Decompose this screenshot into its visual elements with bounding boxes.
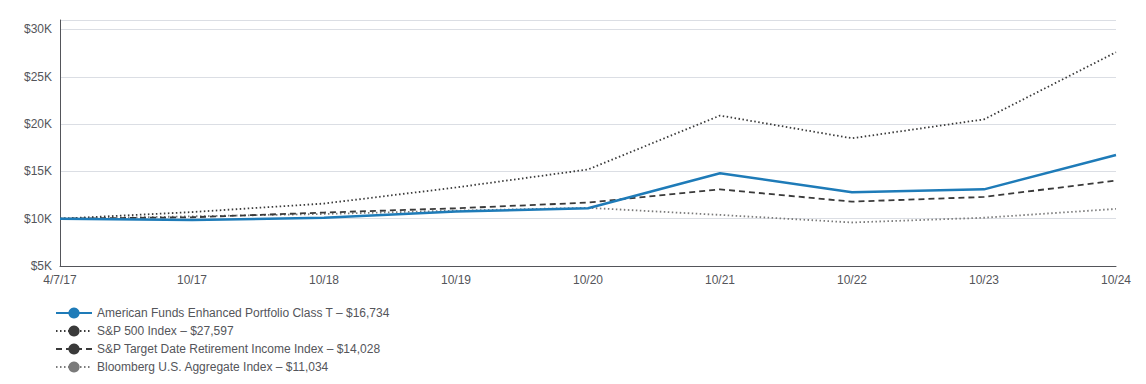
svg-text:$25K: $25K <box>24 70 52 84</box>
svg-text:$15K: $15K <box>24 164 52 178</box>
svg-text:4/7/17: 4/7/17 <box>43 273 77 287</box>
svg-text:10/19: 10/19 <box>441 273 471 287</box>
svg-text:$10K: $10K <box>24 212 52 226</box>
svg-text:10/22: 10/22 <box>837 273 867 287</box>
svg-text:10/17: 10/17 <box>177 273 207 287</box>
svg-text:$5K: $5K <box>31 259 52 273</box>
svg-text:$30K: $30K <box>24 22 52 36</box>
svg-text:10/24: 10/24 <box>1101 273 1131 287</box>
svg-text:10/20: 10/20 <box>573 273 603 287</box>
svg-text:10/18: 10/18 <box>309 273 339 287</box>
svg-text:$20K: $20K <box>24 117 52 131</box>
svg-text:American Funds Enhanced Portfo: American Funds Enhanced Portfolio Class … <box>97 306 390 320</box>
svg-text:10/21: 10/21 <box>705 273 735 287</box>
svg-text:S&P 500 Index – $27,597: S&P 500 Index – $27,597 <box>97 324 234 338</box>
svg-text:S&P Target Date Retirement Inc: S&P Target Date Retirement Income Index … <box>97 342 380 356</box>
svg-text:10/23: 10/23 <box>969 273 999 287</box>
svg-text:Bloomberg U.S. Aggregate Index: Bloomberg U.S. Aggregate Index – $11,034 <box>97 360 329 374</box>
